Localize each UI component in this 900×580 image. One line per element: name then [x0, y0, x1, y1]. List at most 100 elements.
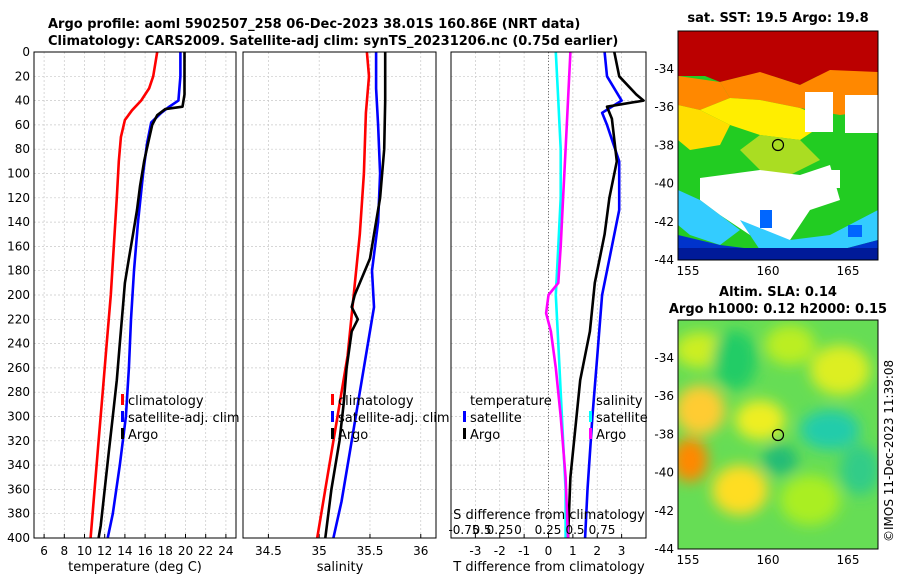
salinity-xlabel: salinity [317, 560, 364, 575]
depth-tick-label: 340 [7, 458, 30, 472]
depth-tick-label: 220 [7, 312, 30, 326]
legend3-ssat-label: satellite [596, 411, 648, 426]
sst-argo-marker [771, 138, 785, 152]
s-diff-tick-label: -0.75 [448, 523, 479, 537]
depth-tick-label: 40 [15, 94, 30, 108]
depth-tick-label: 240 [7, 337, 30, 351]
temperature-xtick-label: 12 [97, 544, 112, 558]
differences-xtick-label: 3 [618, 544, 626, 558]
salinity-xtick-label: 35 [312, 544, 327, 558]
differences-panel: -3 -2 -1 0 1 2 3 [450, 51, 647, 558]
salinity-series-argo [324, 52, 387, 539]
figure-title-line1: Argo profile: aoml 5902507_258 06-Dec-20… [48, 17, 580, 32]
sla-lon-tick: 155 [677, 553, 700, 567]
legend3-targo-swatch [463, 428, 466, 439]
sst-lat-tick: -36 [654, 100, 674, 114]
temperature-xtick-label: 24 [218, 544, 233, 558]
legend3-tsat-label: satellite [470, 411, 522, 426]
differences-xtick-label: -2 [494, 544, 506, 558]
sst-map [678, 31, 878, 260]
temperature-xtick-label: 16 [137, 544, 152, 558]
legend3-tsat-swatch [463, 411, 466, 422]
differences-xtick-label: 2 [593, 544, 601, 558]
s-diff-tick-label: 0 [514, 523, 522, 537]
differences-series-t-argo [566, 51, 645, 539]
sla-lon-tick: 165 [837, 553, 860, 567]
temperature-xtick-label: 20 [178, 544, 193, 558]
sst-lon-tick: 155 [677, 264, 700, 278]
legend-sat-swatch [121, 411, 124, 422]
legend2-sat-swatch [331, 411, 334, 422]
legend2-clim-label: climatology [338, 394, 414, 409]
legend3-sal-title: salinity [596, 394, 643, 409]
depth-tick-label: 80 [15, 142, 30, 156]
legend-clim-label: climatology [128, 394, 204, 409]
differences-xtick-label: -3 [469, 544, 481, 558]
sla-map-title-1: Altim. SLA: 0.14 [719, 285, 837, 300]
temperature-frame [33, 51, 237, 539]
legend3-targo-label: Argo [470, 428, 500, 443]
legend2-sat-label: satellite-adj. clim [338, 411, 450, 426]
temperature-panel: 6 8 10 12 14 16 18 20 22 24 [33, 51, 237, 558]
sst-lat-tick: -42 [654, 215, 674, 229]
temperature-xlabel: temperature (deg C) [68, 560, 202, 575]
figure-title-line2: Climatology: CARS2009. Satellite-adj cli… [48, 34, 618, 49]
salinity-frame [242, 51, 437, 539]
temperature-xtick-label: 6 [40, 544, 48, 558]
depth-tick-label: 100 [7, 167, 30, 181]
differences-series-s-argo [544, 51, 572, 539]
legend3-temp-title: temperature [470, 394, 552, 409]
depth-tick-label: 120 [7, 191, 30, 205]
sla-lat-tick: -40 [654, 466, 674, 480]
depth-tick-label: 0 [22, 45, 30, 59]
imos-watermark: ©IMOS 11-Dec-2023 11:39:08 [882, 360, 896, 542]
temperature-xtick-label: 14 [117, 544, 132, 558]
sla-lat-tick: -34 [654, 351, 674, 365]
depth-tick-label: 380 [7, 507, 30, 521]
legend2-argo-swatch [331, 428, 334, 439]
salinity-xtick-label: 34.5 [255, 544, 282, 558]
sla-map-title-2: Argo h1000: 0.12 h2000: 0.15 [669, 302, 887, 317]
s-diff-tick-label: 0.75 [589, 523, 616, 537]
difference-xlabel: T difference from climatology [452, 560, 645, 575]
temperature-series-argo [97, 52, 186, 539]
depth-tick-label: 180 [7, 264, 30, 278]
sst-lat-tick: -38 [654, 138, 674, 152]
sla-map-frame [677, 319, 879, 550]
differences-frame [450, 51, 647, 539]
temperature-series-satellite-adj-clim [106, 52, 182, 539]
depth-tick-label: 140 [7, 215, 30, 229]
s-diff-tick-label: 0.25 [487, 523, 514, 537]
sst-map-frame [677, 30, 879, 261]
depth-tick-label: 280 [7, 385, 30, 399]
depth-tick-label: 300 [7, 410, 30, 424]
temperature-xtick-label: 8 [60, 544, 68, 558]
depth-tick-label: 20 [15, 69, 30, 83]
legend3-ssat-swatch [589, 411, 592, 422]
sla-lat-tick: -42 [654, 504, 674, 518]
differences-series-t-satellite [583, 51, 623, 539]
legend2-clim-swatch [331, 394, 334, 405]
sla-map [678, 320, 878, 549]
sst-lat-tick: -40 [654, 177, 674, 191]
depth-tick-label: 260 [7, 361, 30, 375]
depth-tick-label: 200 [7, 288, 30, 302]
legend3-sargo-swatch [589, 428, 592, 439]
temperature-xtick-label: 10 [77, 544, 92, 558]
sst-lon-tick: 165 [837, 264, 860, 278]
salinity-xtick-label: 35.5 [357, 544, 384, 558]
temperature-series-climatology [89, 51, 159, 539]
depth-tick-label: 320 [7, 434, 30, 448]
s-diff-tick-label: 0.5 [472, 523, 491, 537]
salinity-series-satellite-adj-clim [332, 52, 382, 539]
legend-clim-swatch [121, 394, 124, 405]
legend-argo-swatch [121, 428, 124, 439]
sla-argo-marker [771, 428, 785, 442]
salinity-series-climatology [315, 51, 371, 539]
differences-xtick-label: 0 [545, 544, 553, 558]
sla-lat-tick: -38 [654, 427, 674, 441]
depth-tick-label: 400 [7, 531, 30, 545]
depth-tick-label: 360 [7, 482, 30, 496]
legend2-argo-label: Argo [338, 428, 368, 443]
